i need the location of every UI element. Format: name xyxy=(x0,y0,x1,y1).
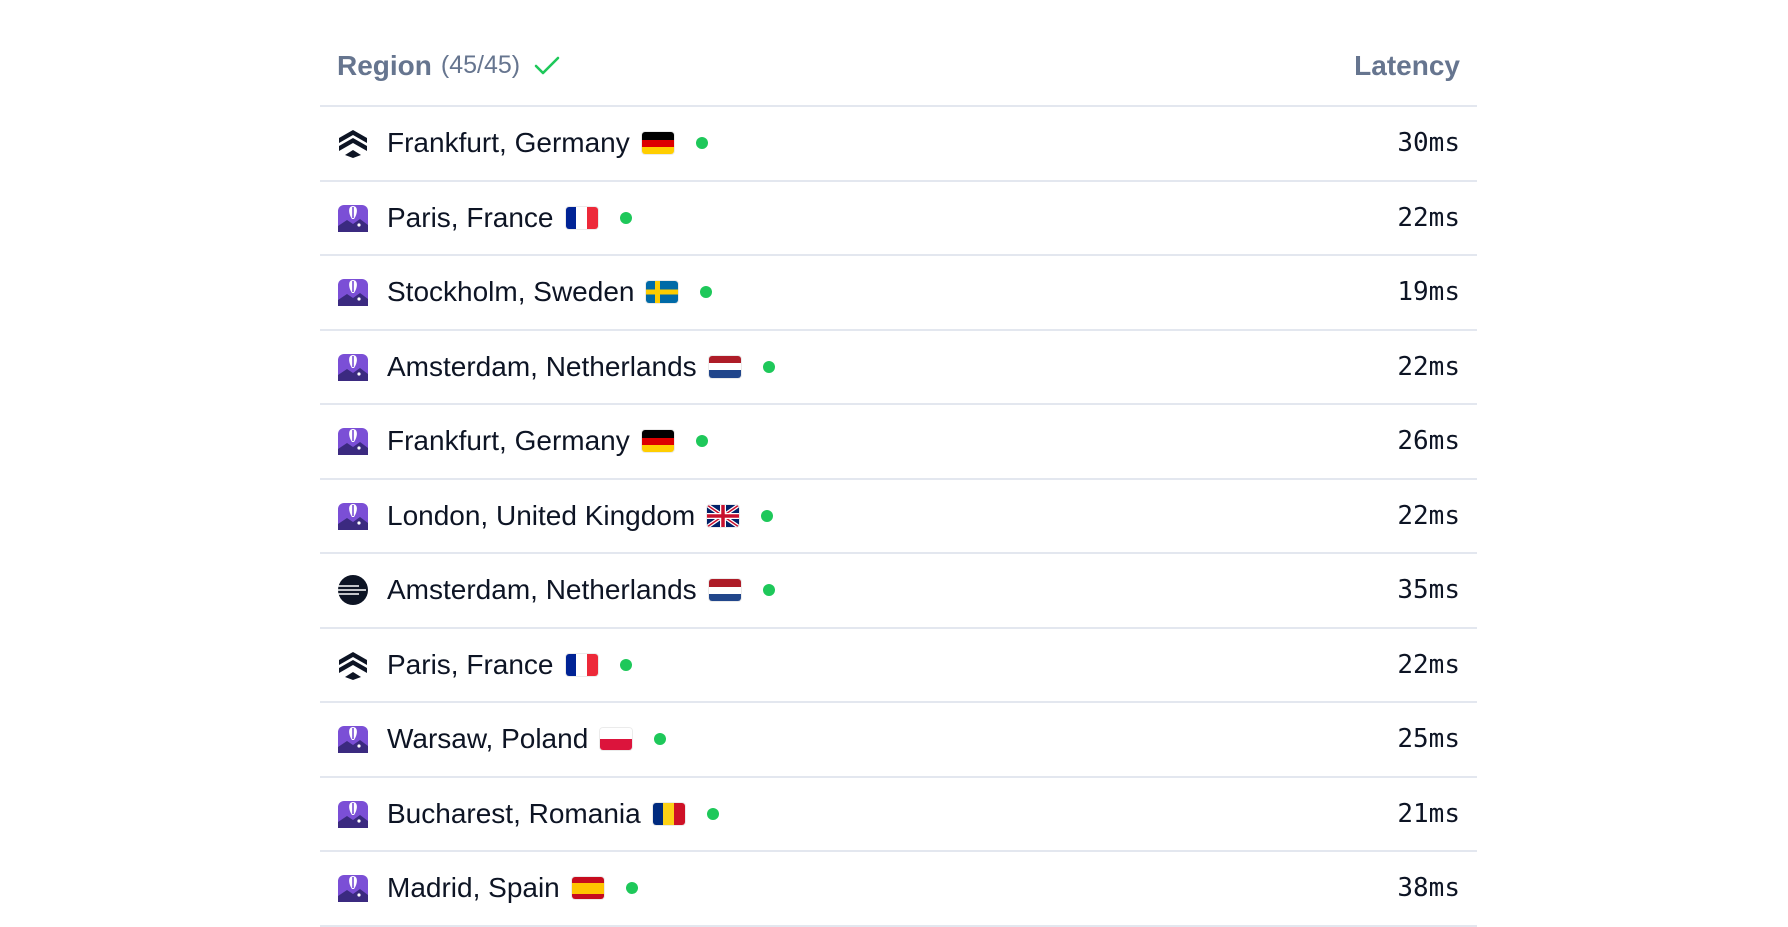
flag-nl-icon xyxy=(708,355,741,378)
region-name: Madrid, Spain xyxy=(387,872,560,904)
region-name: Amsterdam, Netherlands xyxy=(387,574,697,606)
railway-provider-icon xyxy=(337,574,369,606)
status-online-indicator xyxy=(695,137,708,150)
flag-ro-icon xyxy=(652,802,685,825)
region-name: Paris, France xyxy=(387,201,554,233)
fly-provider-icon xyxy=(337,500,369,532)
region-name: Bucharest, Romania xyxy=(387,797,641,829)
table-header: Region (45/45) Latency xyxy=(320,0,1477,107)
latency-column-header[interactable]: Latency xyxy=(1354,49,1460,81)
flag-gb-icon xyxy=(707,504,740,527)
flag-pl-icon xyxy=(600,728,633,751)
region-name: Paris, France xyxy=(387,648,554,680)
table-row[interactable]: Bucharest, Romania 21ms xyxy=(320,778,1477,852)
latency-value: 30ms xyxy=(1397,128,1460,159)
flag-es-icon xyxy=(571,877,604,900)
latency-value: 22ms xyxy=(1397,202,1460,233)
table-row[interactable]: Frankfurt, Germany 30ms xyxy=(320,107,1477,182)
fly-provider-icon xyxy=(337,202,369,234)
flag-fr-icon xyxy=(565,206,598,229)
status-online-indicator xyxy=(706,807,719,820)
flag-fr-icon xyxy=(565,653,598,676)
status-online-indicator xyxy=(761,509,774,522)
flag-nl-icon xyxy=(708,579,741,602)
status-online-indicator xyxy=(700,286,713,299)
flag-se-icon xyxy=(646,281,679,304)
status-online-indicator xyxy=(762,584,775,597)
flag-de-icon xyxy=(641,132,674,155)
region-name: Amsterdam, Netherlands xyxy=(387,350,697,382)
region-column-header[interactable]: Region (45/45) xyxy=(337,50,560,82)
table-row[interactable]: London, United Kingdom 22ms xyxy=(320,480,1477,554)
latency-value: 21ms xyxy=(1397,798,1460,829)
region-name: Stockholm, Sweden xyxy=(387,276,635,308)
table-row[interactable]: Warsaw, Poland 25ms xyxy=(320,703,1477,778)
table-row[interactable]: Frankfurt, Germany 26ms xyxy=(320,405,1477,480)
latency-value: 22ms xyxy=(1397,500,1460,531)
table-row[interactable]: Amsterdam, Netherlands 22ms xyxy=(320,331,1477,405)
fly-provider-icon xyxy=(337,425,369,457)
status-online-indicator xyxy=(619,658,632,671)
status-online-indicator xyxy=(695,435,708,448)
table-row[interactable]: Stockholm, Sweden 19ms xyxy=(320,256,1477,331)
region-name: Frankfurt, Germany xyxy=(387,127,630,159)
region-label: Region xyxy=(337,49,432,81)
koyeb-provider-icon xyxy=(337,127,369,159)
latency-value: 38ms xyxy=(1397,873,1460,904)
latency-value: 22ms xyxy=(1397,351,1460,382)
fly-provider-icon xyxy=(337,723,369,755)
fly-provider-icon xyxy=(337,798,369,830)
fly-provider-icon xyxy=(337,872,369,904)
fly-provider-icon xyxy=(337,351,369,383)
status-online-indicator xyxy=(654,733,667,746)
fly-provider-icon xyxy=(337,276,369,308)
check-icon xyxy=(534,56,560,74)
flag-de-icon xyxy=(641,430,674,453)
latency-value: 25ms xyxy=(1397,724,1460,755)
status-online-indicator xyxy=(619,211,632,224)
region-name: London, United Kingdom xyxy=(387,499,696,531)
region-name: Frankfurt, Germany xyxy=(387,425,630,457)
latency-value: 35ms xyxy=(1397,575,1460,606)
table-row[interactable]: Amsterdam, Netherlands 35ms xyxy=(320,554,1477,629)
latency-value: 26ms xyxy=(1397,426,1460,457)
region-latency-table: Region (45/45) Latency Frankfurt, German… xyxy=(320,0,1477,927)
koyeb-provider-icon xyxy=(337,649,369,681)
table-row[interactable]: Paris, France 22ms xyxy=(320,182,1477,256)
latency-value: 22ms xyxy=(1397,649,1460,680)
status-online-indicator xyxy=(762,360,775,373)
region-count: (45/45) xyxy=(440,51,521,79)
region-name: Warsaw, Poland xyxy=(387,723,589,755)
table-row[interactable]: Paris, France 22ms xyxy=(320,629,1477,703)
status-online-indicator xyxy=(625,882,638,895)
table-row[interactable]: Madrid, Spain 38ms xyxy=(320,852,1477,927)
latency-value: 19ms xyxy=(1397,277,1460,308)
